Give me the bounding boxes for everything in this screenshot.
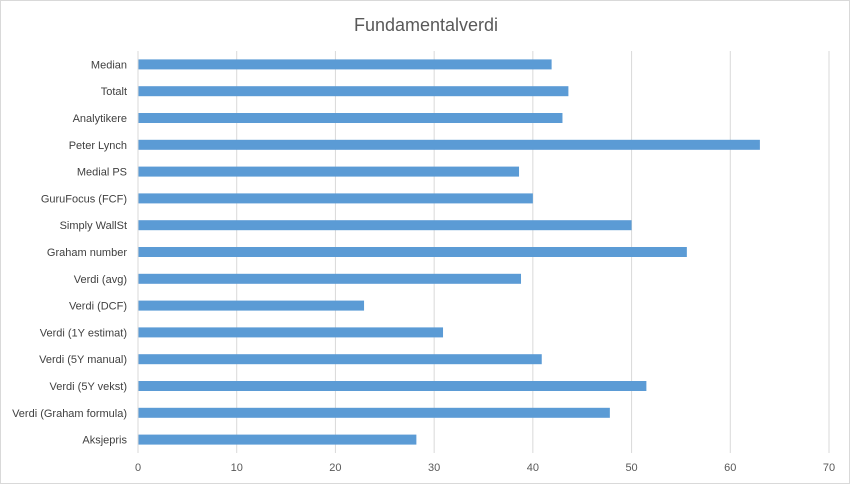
category-label: Simply WallSt (60, 220, 127, 232)
bar (138, 193, 533, 204)
category-label: Verdi (avg) (74, 274, 127, 286)
category-label: Verdi (Graham formula) (12, 408, 127, 420)
x-tick-label: 70 (823, 462, 835, 474)
bar (138, 86, 569, 97)
x-tick-label: 30 (428, 462, 440, 474)
bar (138, 354, 542, 365)
x-tick-label: 40 (527, 462, 539, 474)
bar (138, 434, 417, 445)
bars (138, 59, 760, 445)
x-tick-label: 10 (231, 462, 243, 474)
category-label: Medial PS (77, 167, 127, 179)
category-label: Graham number (47, 247, 127, 259)
category-label: Verdi (5Y vekst) (50, 381, 127, 393)
bar (138, 273, 522, 284)
x-tick-label: 20 (329, 462, 341, 474)
bar (138, 247, 687, 257)
bar (138, 166, 520, 177)
category-label: Peter Lynch (69, 140, 127, 152)
category-label: Verdi (DCF) (69, 301, 127, 313)
x-axis-tick-labels: 0 10 20 30 40 50 60 70 (135, 462, 835, 474)
category-label: Median (91, 59, 127, 71)
bar (138, 381, 647, 391)
category-label: Aksjepris (82, 435, 127, 447)
category-label: Analytikere (73, 113, 127, 125)
bar (138, 113, 563, 123)
bar (138, 407, 610, 418)
bar (138, 139, 760, 150)
x-tick-label: 60 (724, 462, 736, 474)
x-tick-label: 50 (625, 462, 637, 474)
category-label: Verdi (5Y manual) (39, 354, 127, 366)
bar (138, 59, 552, 70)
category-label: Verdi (1Y estimat) (40, 327, 127, 339)
category-label: Totalt (101, 86, 127, 98)
chart-title: Fundamentalverdi (354, 15, 498, 35)
category-labels: Median Totalt Analytikere Peter Lynch Medial… (12, 59, 127, 446)
bar (138, 220, 632, 231)
x-tick-label: 0 (135, 462, 141, 474)
bar (138, 300, 365, 311)
category-label: GuruFocus (FCF) (41, 193, 127, 205)
bar (138, 327, 444, 338)
